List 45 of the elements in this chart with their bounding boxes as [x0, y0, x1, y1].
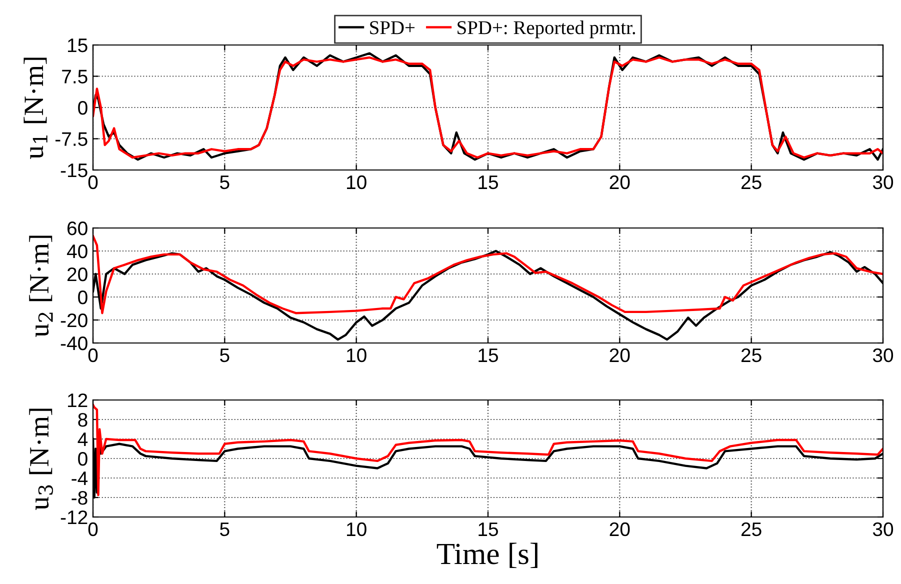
- y-tick-label: -40: [60, 336, 88, 350]
- y-tick-label: -12: [60, 510, 88, 524]
- legend-label: SPD+: [370, 21, 415, 34]
- x-tick-label: 15: [478, 522, 498, 536]
- x-tick-label: 20: [610, 175, 630, 190]
- x-tick-label: 10: [347, 522, 366, 536]
- x-tick-label: 25: [742, 348, 762, 362]
- y-tick-label: -8: [72, 490, 88, 505]
- y-tick-label: 8: [78, 412, 88, 427]
- x-tick-label: 30: [872, 175, 894, 190]
- y-tick-label: 60: [68, 221, 88, 236]
- y-axis-title: u$_{2}$ [N·m]: [29, 236, 53, 337]
- y-tick-label: 12: [68, 393, 88, 408]
- x-tick-label: 30: [872, 348, 894, 362]
- y-axis-title: u$_{3}$ [N·m]: [29, 408, 53, 510]
- y-tick-label: -7.5: [56, 132, 88, 146]
- y-tick-label: 0: [78, 452, 88, 466]
- y-tick-label: 0: [78, 290, 88, 304]
- x-tick-label: 0: [88, 175, 98, 190]
- y-tick-label: 7.5: [62, 70, 88, 84]
- x-tick-label: 25: [742, 522, 762, 536]
- x-tick-label: 20: [610, 348, 630, 362]
- y-tick-label: -20: [60, 313, 88, 328]
- x-tick-label: 5: [220, 348, 230, 362]
- y-axis-title: u$_{1}$ [N·m]: [24, 58, 48, 159]
- x-tick-label: 25: [742, 175, 762, 190]
- x-axis-title: Time [s]: [436, 542, 538, 568]
- y-tick-label: 15: [68, 38, 88, 52]
- x-tick-label: 30: [872, 522, 894, 536]
- x-tick-label: 20: [610, 522, 630, 536]
- y-tick-label: 20: [67, 267, 88, 282]
- x-tick-label: 15: [478, 176, 498, 190]
- y-tick-label: 4: [78, 432, 88, 446]
- x-tick-label: 5: [220, 176, 230, 190]
- legend-label: SPD+: Reported prmtr.: [458, 20, 636, 38]
- x-tick-label: 5: [220, 522, 230, 536]
- y-tick-label: 0: [78, 100, 88, 115]
- y-tick-label: 40: [66, 244, 88, 258]
- x-tick-label: 15: [478, 348, 498, 362]
- x-tick-label: 10: [347, 175, 366, 190]
- y-tick-label: -15: [60, 164, 88, 178]
- y-tick-label: -4: [72, 472, 88, 486]
- x-tick-label: 0: [88, 522, 98, 536]
- x-tick-label: 10: [347, 348, 366, 362]
- x-tick-label: 0: [88, 348, 98, 362]
